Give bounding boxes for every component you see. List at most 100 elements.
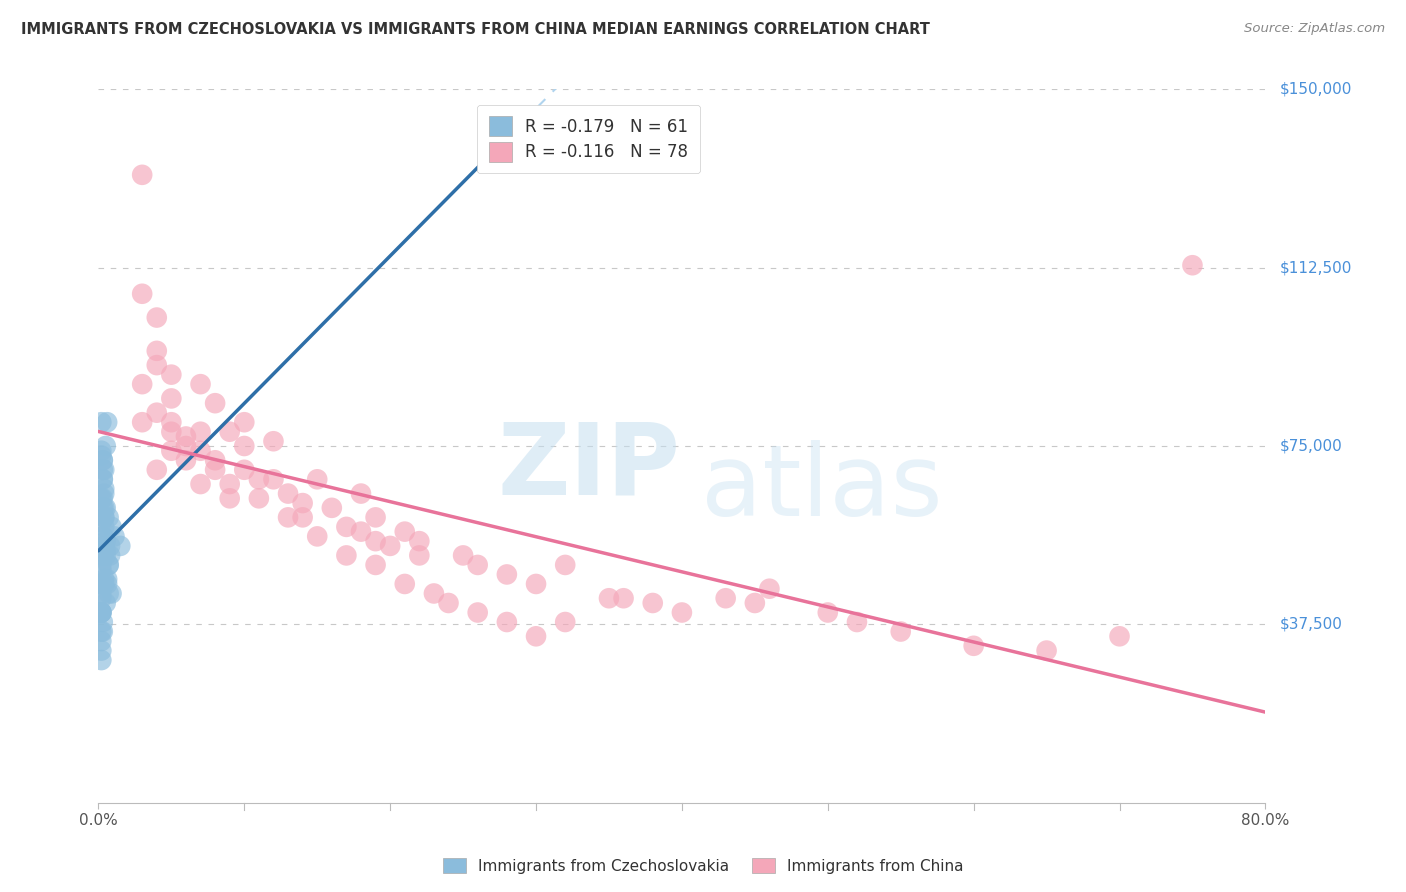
Point <box>100 520 122 534</box>
Point <box>91 529 114 543</box>
Point <box>467 606 489 620</box>
Point <box>291 510 314 524</box>
Point <box>96 577 118 591</box>
Point <box>962 639 984 653</box>
Point <box>94 439 117 453</box>
Point <box>91 453 114 467</box>
Text: Source: ZipAtlas.com: Source: ZipAtlas.com <box>1244 22 1385 36</box>
Point <box>103 529 125 543</box>
Point <box>94 549 117 563</box>
Point <box>93 510 115 524</box>
Point <box>93 510 115 524</box>
Point <box>91 453 114 467</box>
Point <box>190 443 212 458</box>
Text: $37,500: $37,500 <box>1279 617 1343 632</box>
Point <box>91 529 114 543</box>
Point <box>90 586 112 600</box>
Point <box>554 615 576 629</box>
Point <box>307 472 329 486</box>
Point <box>91 615 114 629</box>
Point <box>94 543 117 558</box>
Point <box>93 482 115 496</box>
Point <box>90 624 112 639</box>
Point <box>437 596 460 610</box>
Point <box>554 558 576 572</box>
Point <box>94 500 117 515</box>
Point <box>146 343 169 358</box>
Point <box>364 510 387 524</box>
Point <box>146 463 169 477</box>
Point <box>218 425 240 439</box>
Point <box>90 634 112 648</box>
Point <box>364 558 387 572</box>
Point <box>817 606 839 620</box>
Point <box>218 477 240 491</box>
Point <box>204 463 226 477</box>
Text: atlas: atlas <box>702 441 943 537</box>
Point <box>93 463 115 477</box>
Point <box>97 558 120 572</box>
Point <box>190 477 212 491</box>
Point <box>495 615 517 629</box>
Point <box>160 425 183 439</box>
Point <box>1181 258 1204 272</box>
Point <box>91 500 114 515</box>
Point <box>364 534 387 549</box>
Point <box>91 549 114 563</box>
Point <box>90 443 112 458</box>
Point <box>90 606 112 620</box>
Point <box>160 392 183 406</box>
Point <box>131 415 153 429</box>
Point <box>98 539 121 553</box>
Point <box>160 443 183 458</box>
Point <box>1108 629 1130 643</box>
Point <box>174 429 197 443</box>
Point <box>1035 643 1057 657</box>
Point <box>90 515 112 529</box>
Point <box>204 453 226 467</box>
Point <box>160 415 183 429</box>
Point <box>90 577 112 591</box>
Point <box>174 439 197 453</box>
Point <box>91 491 114 506</box>
Point <box>91 472 114 486</box>
Point <box>218 491 240 506</box>
Point <box>190 377 212 392</box>
Text: ZIP: ZIP <box>498 419 681 516</box>
Point <box>90 643 112 657</box>
Point <box>160 368 183 382</box>
Point <box>451 549 474 563</box>
Point <box>93 500 115 515</box>
Point <box>94 596 117 610</box>
Point <box>714 591 737 606</box>
Point <box>423 586 446 600</box>
Point <box>97 510 120 524</box>
Point <box>495 567 517 582</box>
Point <box>90 563 112 577</box>
Point <box>262 472 284 486</box>
Point <box>174 453 197 467</box>
Point <box>93 486 115 500</box>
Point <box>408 549 430 563</box>
Point <box>90 543 112 558</box>
Point <box>262 434 284 449</box>
Point <box>100 586 122 600</box>
Point <box>744 596 766 610</box>
Point <box>131 168 153 182</box>
Point <box>131 377 153 392</box>
Point <box>93 577 115 591</box>
Point <box>845 615 868 629</box>
Point <box>93 520 115 534</box>
Point <box>394 524 416 539</box>
Point <box>758 582 780 596</box>
Point <box>90 606 112 620</box>
Point <box>96 415 118 429</box>
Point <box>467 558 489 572</box>
Point <box>335 549 357 563</box>
Point <box>321 500 343 515</box>
Point <box>350 486 373 500</box>
Point <box>93 539 115 553</box>
Point <box>190 425 212 439</box>
Point <box>890 624 912 639</box>
Point <box>612 591 634 606</box>
